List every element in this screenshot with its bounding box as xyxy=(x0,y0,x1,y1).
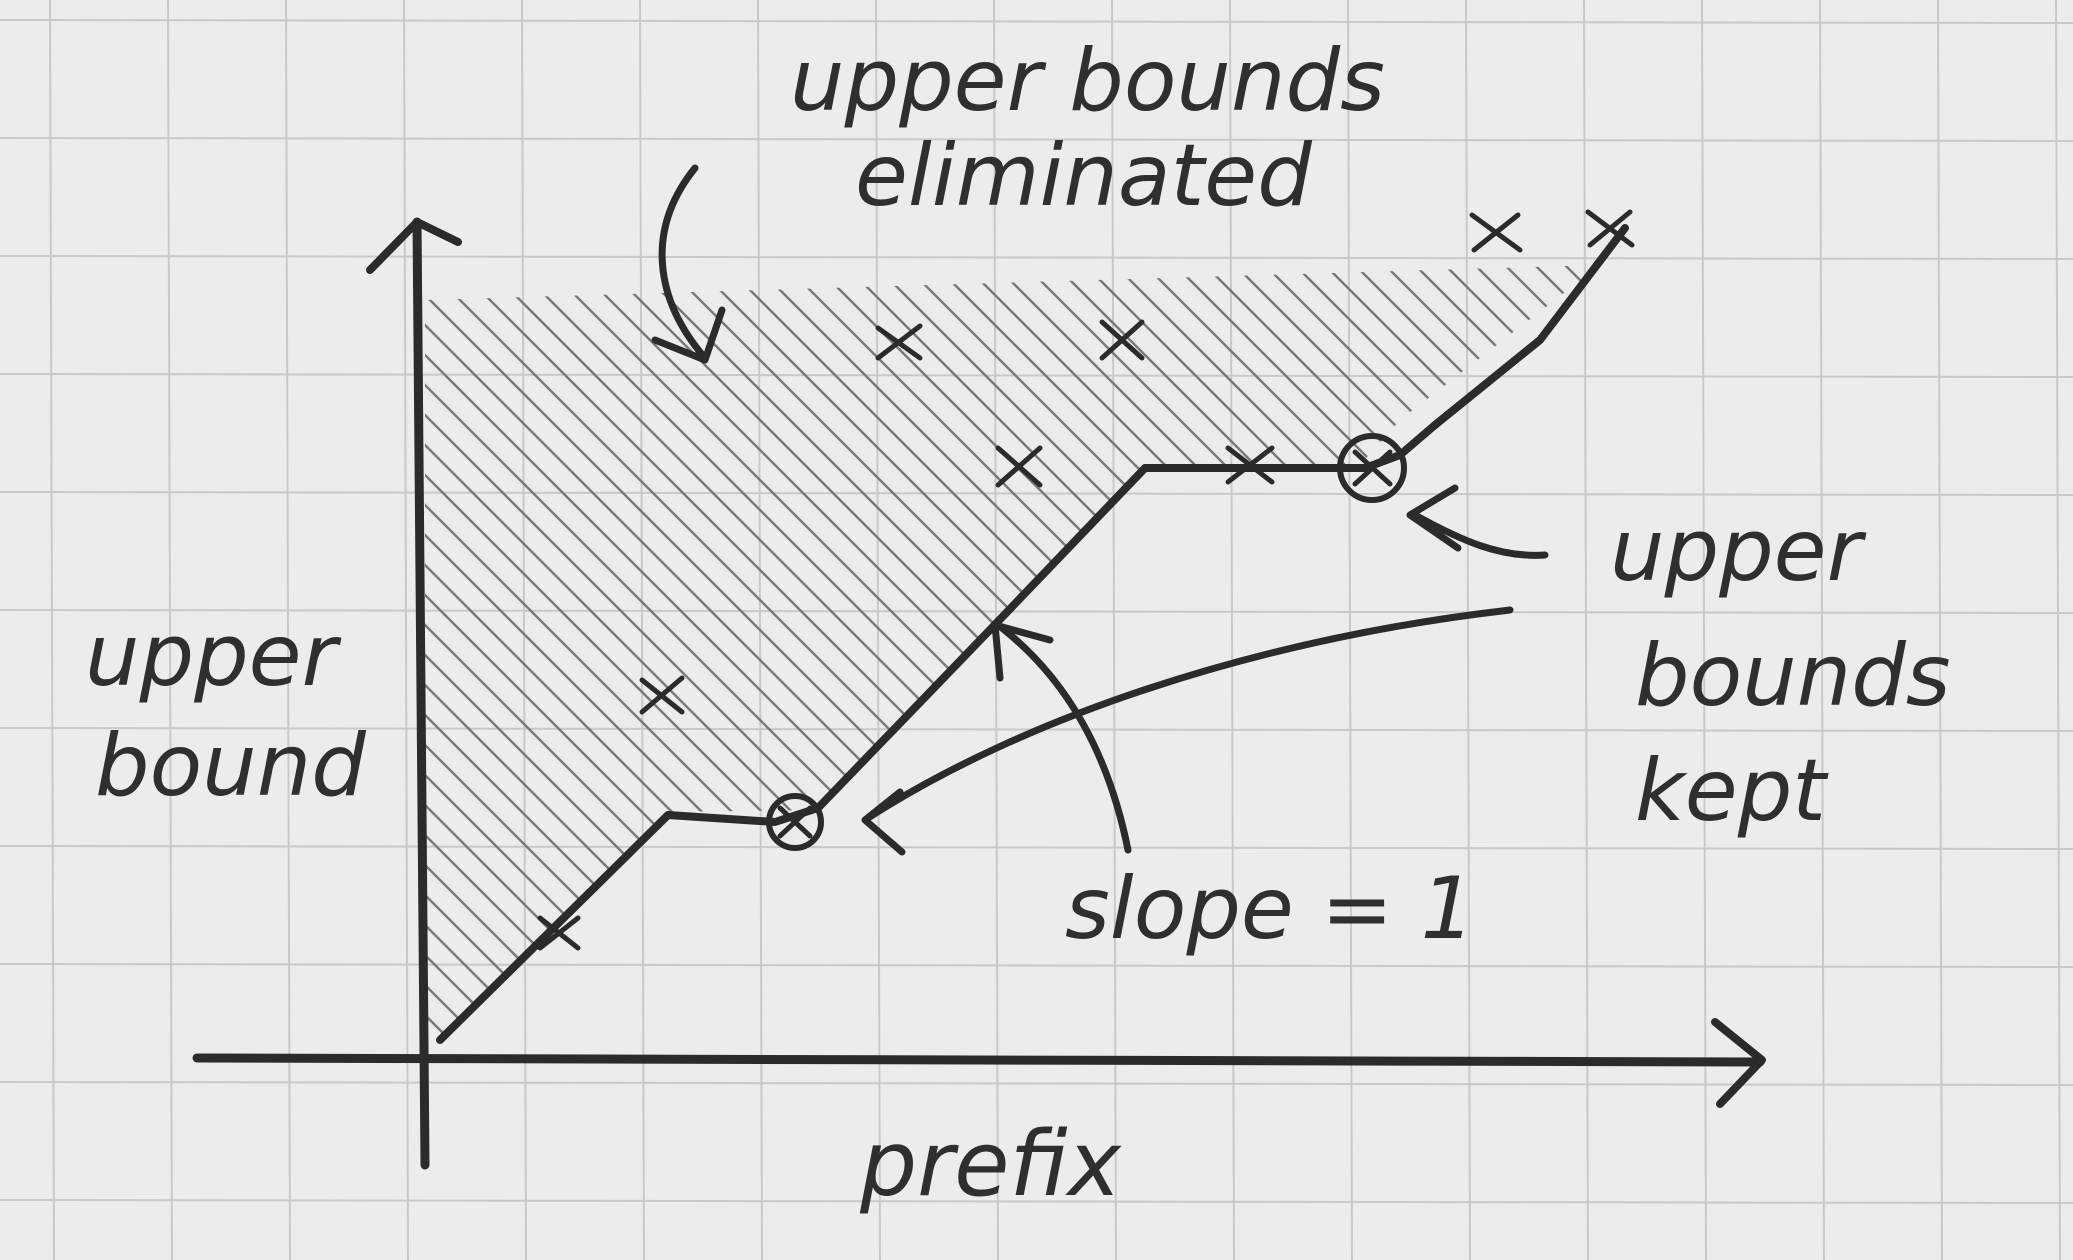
kept-bound-marker xyxy=(766,793,824,851)
eliminated-label-line1: upper bounds xyxy=(790,31,1385,131)
upper-bound-envelope xyxy=(436,224,1629,1044)
kept-arrow-lower xyxy=(861,606,1514,856)
eliminated-x-mark xyxy=(995,445,1043,488)
kept-bound-marker xyxy=(1337,433,1407,503)
x-axis xyxy=(192,1018,1766,1108)
eliminated-label-line2: eliminated xyxy=(855,126,1312,226)
y-axis-label-line1: upper xyxy=(85,606,342,706)
eliminated-x-mark xyxy=(639,675,685,715)
x-axis-label: prefix xyxy=(859,1112,1123,1217)
eliminated-x-mark xyxy=(537,915,581,951)
slope-arrow xyxy=(991,621,1132,854)
eliminated-x-mark xyxy=(875,323,923,361)
kept-arrow-upper xyxy=(1406,484,1549,559)
y-axis-label-line2: bound xyxy=(95,716,366,816)
eliminated-x-mark xyxy=(1585,209,1635,248)
eliminated-arrow xyxy=(651,164,726,364)
eliminated-x-mark xyxy=(1225,445,1275,485)
kept-label-line3: kept xyxy=(1635,741,1829,841)
kept-label-line1: upper xyxy=(1610,501,1867,601)
eliminated-x-mark xyxy=(1469,212,1523,253)
eliminated-x-mark xyxy=(1099,319,1145,361)
slope-label: slope = 1 xyxy=(1065,859,1475,959)
kept-label-line2: bounds xyxy=(1635,626,1951,726)
y-axis xyxy=(366,217,462,1170)
